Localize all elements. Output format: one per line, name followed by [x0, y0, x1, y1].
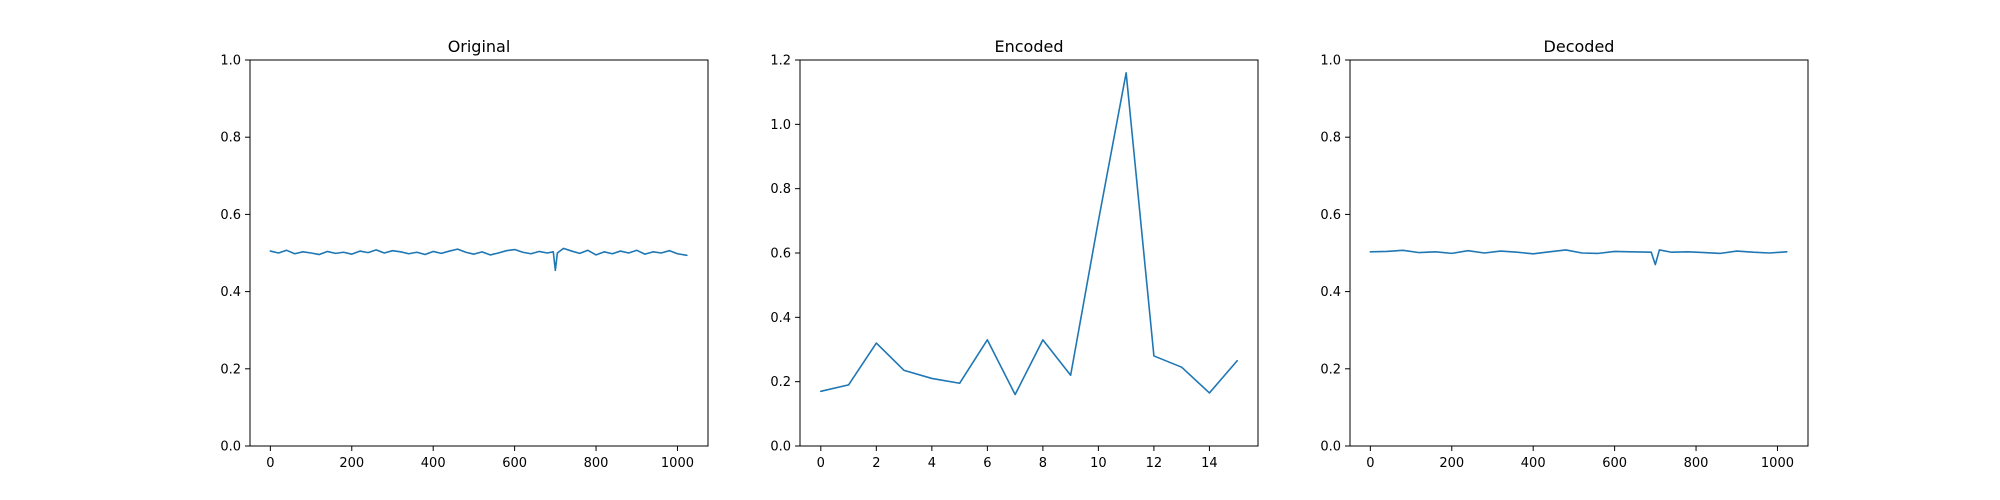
plot-decoded: Decoded 0 200 400 600 800 1000 0.0 0.2 0.4 0.6 0.8…: [1320, 37, 1809, 471]
y-tick-label: 0.0: [1320, 440, 1341, 455]
x-tick-label: 600: [1602, 456, 1627, 471]
x-tick-label: 400: [1521, 456, 1546, 471]
y-tick-label: 0.4: [220, 285, 241, 300]
x-tick-label: 400: [421, 456, 446, 471]
x-tick-label: 200: [1439, 456, 1464, 471]
plot-encoded: Encoded 0 2 4 6 8 10 12 14 0.0 0.2 0.4 0.6 0.8 1.0 1.2: [770, 37, 1259, 471]
y-tick-label: 0.2: [220, 362, 241, 377]
y-tick-label: 0.4: [1320, 285, 1341, 300]
x-tick-label: 14: [1201, 456, 1218, 471]
x-tick-label: 0: [817, 456, 825, 471]
plot-title: Decoded: [1544, 37, 1615, 56]
x-tick-label: 600: [502, 456, 527, 471]
x-tick-label: 8: [1039, 456, 1047, 471]
series-line: [1369, 249, 1788, 266]
x-tick-label: 12: [1146, 456, 1163, 471]
y-tick-label: 1.0: [1320, 54, 1341, 69]
plot-frame: [1349, 59, 1809, 447]
x-tick-label: 10: [1090, 456, 1107, 471]
x-tick-label: 1000: [1761, 456, 1794, 471]
y-tick-label: 0.6: [220, 208, 241, 223]
x-tick-label: 200: [339, 456, 364, 471]
plot-original: Original 0 200 400 600 800 1000 0.0 0.2 0.4 0.6 0.…: [220, 37, 709, 471]
x-tick-label: 800: [584, 456, 609, 471]
y-tick-label: 1.0: [220, 54, 241, 69]
x-tick-label: 800: [1684, 456, 1709, 471]
x-tick-label: 0: [1366, 456, 1374, 471]
x-tick-label: 0: [266, 456, 274, 471]
y-tick-label: 0.2: [770, 375, 791, 390]
y-tick-label: 0.0: [220, 440, 241, 455]
y-tick-label: 1.2: [770, 54, 791, 69]
series-line: [269, 247, 688, 272]
y-tick-label: 0.8: [1320, 131, 1341, 146]
x-tick-label: 1000: [661, 456, 694, 471]
x-tick-label: 4: [928, 456, 936, 471]
y-tick-label: 0.6: [770, 247, 791, 262]
y-tick-label: 0.8: [770, 182, 791, 197]
plot-title: Encoded: [995, 37, 1064, 56]
x-tick-label: 6: [983, 456, 991, 471]
plot-frame: [249, 59, 709, 447]
y-tick-label: 0.2: [1320, 362, 1341, 377]
y-tick-label: 0.4: [770, 311, 791, 326]
x-tick-label: 2: [872, 456, 880, 471]
y-tick-label: 1.0: [770, 118, 791, 133]
y-tick-label: 0.6: [1320, 208, 1341, 223]
y-tick-label: 0.8: [220, 131, 241, 146]
series-line: [820, 72, 1238, 396]
y-tick-label: 0.0: [770, 440, 791, 455]
plot-title: Original: [448, 37, 511, 56]
